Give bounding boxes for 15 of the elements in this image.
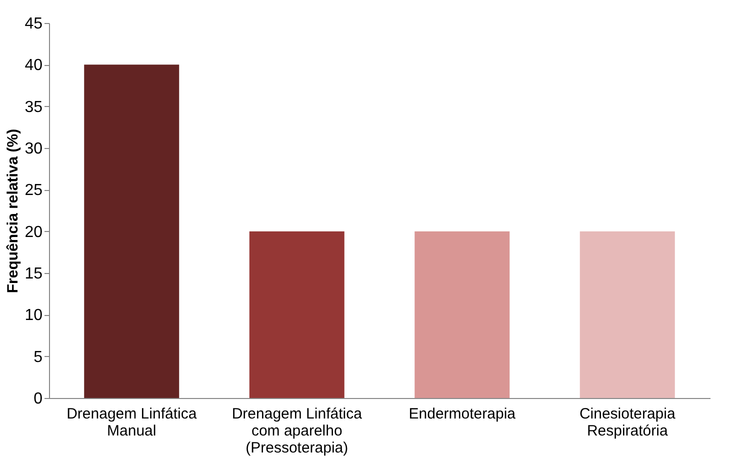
y-tick-label: 40 <box>24 57 43 74</box>
x-tick-label: Cinesioterapia Respiratória <box>579 406 676 440</box>
x-tick-label: Drenagem Linfática Manual <box>66 406 198 440</box>
x-tick-label: Endermoterapia <box>408 406 516 422</box>
y-tick-label: 30 <box>24 140 43 158</box>
x-tick-label: Drenagem Linfática com aparelho (Pressoterapia) <box>232 406 363 456</box>
y-tick-label: 25 <box>24 182 43 200</box>
y-tick-label: 5 <box>34 348 43 366</box>
y-tick-label: 35 <box>24 98 43 116</box>
y-tick-label: 0 <box>34 390 43 408</box>
y-tick-label: 10 <box>24 307 43 324</box>
y-tick-label: 20 <box>24 224 43 241</box>
y-tick-label: 15 <box>24 266 43 282</box>
y-tick-label: 45 <box>24 16 43 32</box>
y-axis-title: Frequência relativa (%) <box>4 128 22 294</box>
